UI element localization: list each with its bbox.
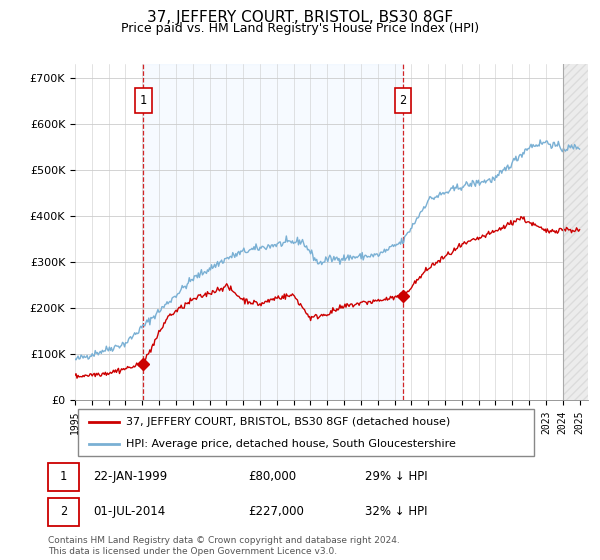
Text: HPI: Average price, detached house, South Gloucestershire: HPI: Average price, detached house, Sout… [126,438,456,449]
Text: 37, JEFFERY COURT, BRISTOL, BS30 8GF: 37, JEFFERY COURT, BRISTOL, BS30 8GF [147,10,453,25]
Bar [143,64,403,400]
Text: 2: 2 [60,505,67,518]
Bar [563,64,600,400]
Text: 29% ↓ HPI: 29% ↓ HPI [365,470,427,483]
FancyBboxPatch shape [48,463,79,491]
FancyBboxPatch shape [48,498,79,526]
Text: 32% ↓ HPI: 32% ↓ HPI [365,505,427,518]
Text: Price paid vs. HM Land Registry's House Price Index (HPI): Price paid vs. HM Land Registry's House … [121,22,479,35]
Text: Contains HM Land Registry data © Crown copyright and database right 2024.
This d: Contains HM Land Registry data © Crown c… [48,536,400,556]
Text: 1: 1 [60,470,67,483]
Text: 37, JEFFERY COURT, BRISTOL, BS30 8GF (detached house): 37, JEFFERY COURT, BRISTOL, BS30 8GF (de… [126,417,450,427]
FancyBboxPatch shape [135,88,152,113]
Text: £227,000: £227,000 [248,505,305,518]
Text: £80,000: £80,000 [248,470,297,483]
Text: 01-JUL-2014: 01-JUL-2014 [93,505,165,518]
Bar [563,64,600,400]
Text: 1: 1 [140,94,147,107]
Text: 2: 2 [400,94,407,107]
FancyBboxPatch shape [395,88,412,113]
Text: 22-JAN-1999: 22-JAN-1999 [93,470,167,483]
